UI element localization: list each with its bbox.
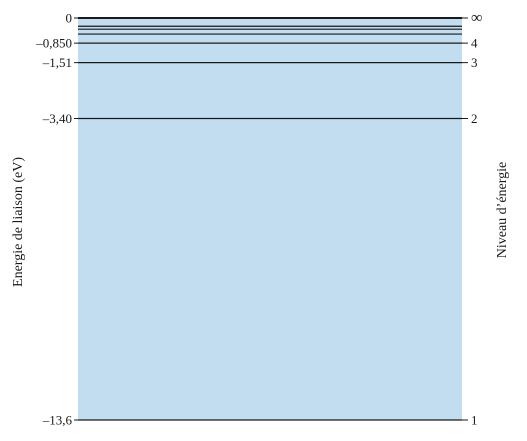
energy-value-label: –3,40 — [42, 111, 72, 126]
level-number-label: ∞ — [471, 10, 482, 27]
level-number-label: 2 — [471, 111, 478, 126]
level-number-label: 4 — [471, 36, 478, 51]
energy-value-label: –1,51 — [42, 55, 72, 70]
energy-levels: –13,6 1 –3,40 2 –1,51 3 –0,850 4 0 ∞ — [35, 10, 482, 428]
energy-band — [78, 18, 462, 420]
energy-value-label: 0 — [66, 11, 73, 26]
right-axis-title: Niveau d’énergie — [495, 162, 510, 259]
energy-value-label: –13,6 — [42, 413, 73, 428]
level-number-label: 1 — [471, 413, 478, 428]
energy-value-label: –0,850 — [35, 36, 72, 51]
left-axis-title: Energie de liaison (eV) — [11, 157, 26, 287]
level-number-label: 3 — [471, 55, 478, 70]
